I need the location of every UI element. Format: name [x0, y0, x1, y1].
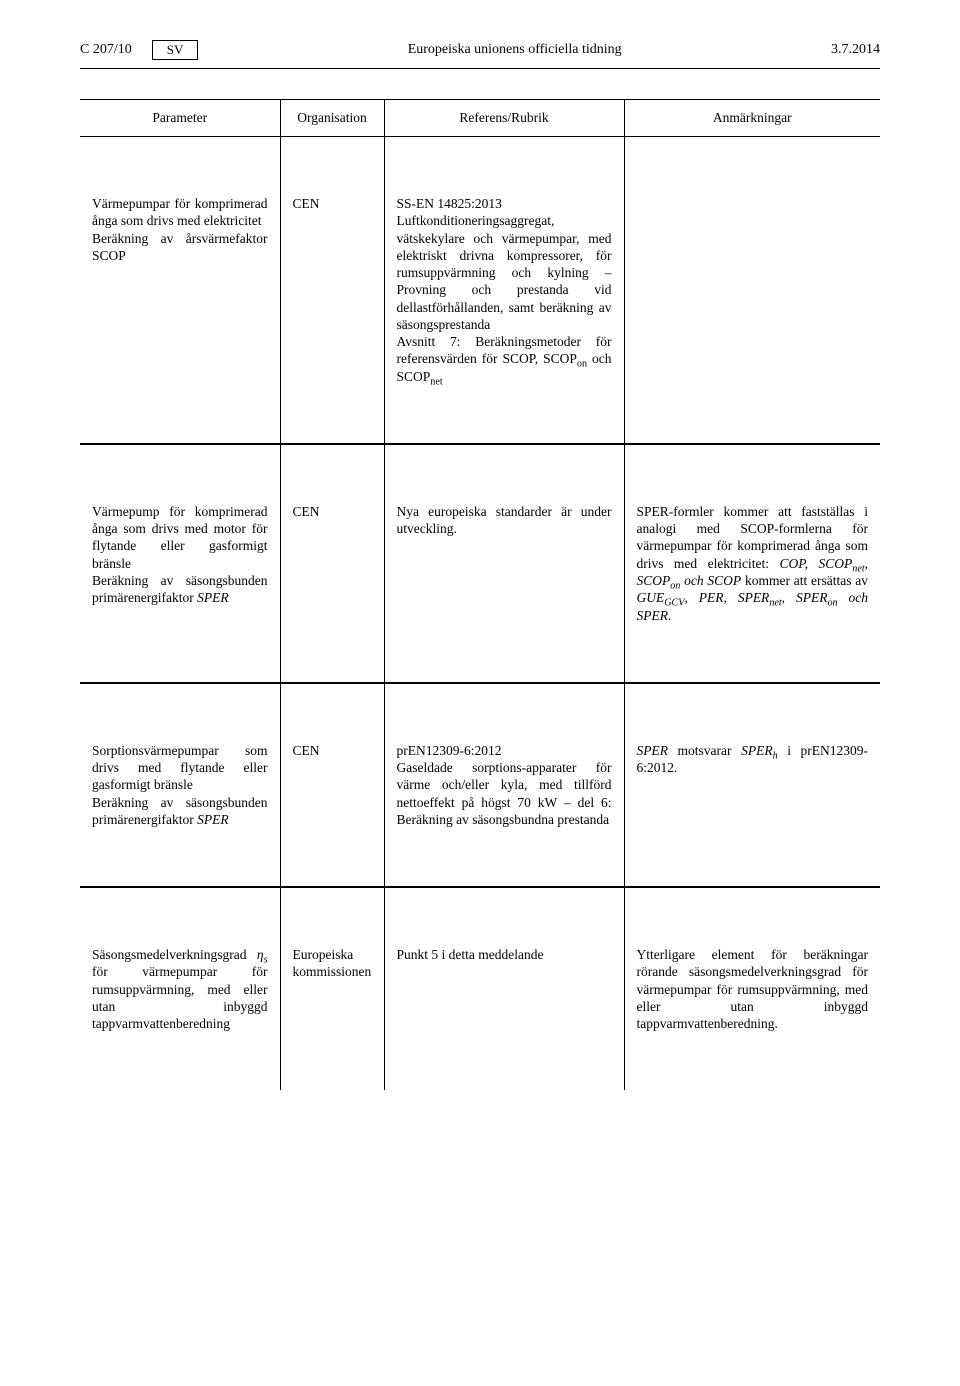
ref-body: Luftkonditioneringsaggregat, vätskekylar…: [397, 213, 612, 332]
notes-end: .: [668, 608, 671, 623]
col-header-organisation: Organisation: [280, 100, 384, 137]
cell-reference: Punkt 5 i detta meddelande: [384, 932, 624, 1046]
param-text: Värmepumpar för komprimerad ånga som dri…: [92, 196, 268, 263]
running-header: C 207/10 SV Europeiska unionens officiel…: [80, 40, 880, 60]
table-row: Värmepumpar för komprimerad ånga som dri…: [80, 181, 880, 399]
param-top: Sorptionsvärmepumpar som drivs med flyta…: [92, 743, 268, 793]
page: C 207/10 SV Europeiska unionens officiel…: [0, 0, 960, 1130]
col-header-notes: Anmärkningar: [624, 100, 880, 137]
cell-organisation: Europeiska kommissionen: [280, 932, 384, 1046]
row-spacer: [80, 137, 880, 182]
row-spacer: [80, 888, 880, 933]
ref-sub: on: [577, 359, 587, 370]
cell-organisation: CEN: [280, 489, 384, 638]
header-left: C 207/10 SV: [80, 40, 198, 60]
row-spacer: [80, 444, 880, 489]
table-row: Säsongsmedelverkningsgrad ηs för värmepu…: [80, 932, 880, 1046]
col-header-reference: Referens/Rubrik: [384, 100, 624, 137]
ref-body: Gaseldade sorptions-apparater för värme …: [397, 760, 612, 827]
param-bot: Beräkning av säsongsbunden primärenergif…: [92, 795, 268, 827]
table-row: Sorptionsvärmepumpar som drivs med flyta…: [80, 728, 880, 842]
cell-notes: SPER motsvarar SPERh i prEN12309-6:2012.: [624, 728, 880, 842]
notes-txt: motsvarar: [668, 743, 741, 758]
ref-title: SS-EN 14825:2013: [397, 196, 502, 211]
cell-notes: SPER-formler kommer att fastställas i an…: [624, 489, 880, 638]
language-badge: SV: [152, 40, 199, 60]
notes-mid: kommer att ersättas av: [741, 573, 868, 588]
cell-parameter: Sorptionsvärmepumpar som drivs med flyta…: [80, 728, 280, 842]
cell-reference: prEN12309-6:2012 Gaseldade sorptions-app…: [384, 728, 624, 842]
cell-parameter: Värmepump för komprimerad ånga som drivs…: [80, 489, 280, 638]
row-spacer: [80, 638, 880, 683]
row-spacer: [80, 399, 880, 444]
cell-reference: Nya europeiska standarder är under utvec…: [384, 489, 624, 638]
row-spacer: [80, 683, 880, 728]
col-header-parameter: Parameter: [80, 100, 280, 137]
journal-title: Europeiska unionens officiella tidning: [198, 42, 831, 58]
notes-it: SPERh: [741, 743, 778, 758]
table-header-row: Parameter Organisation Referens/Rubrik A…: [80, 100, 880, 137]
ref-sub: net: [430, 376, 442, 387]
header-rule: [80, 68, 880, 69]
standards-table: Parameter Organisation Referens/Rubrik A…: [80, 99, 880, 1090]
row-spacer: [80, 842, 880, 887]
page-reference: C 207/10: [80, 42, 132, 58]
cell-notes: Ytterligare element för beräkningar röra…: [624, 932, 880, 1046]
cell-parameter: Värmepumpar för komprimerad ånga som dri…: [80, 181, 280, 399]
ref-title: prEN12309-6:2012: [397, 743, 502, 758]
cell-organisation: CEN: [280, 181, 384, 399]
param-it: ηs: [257, 947, 268, 962]
cell-parameter: Säsongsmedelverkningsgrad ηs för värmepu…: [80, 932, 280, 1046]
param-post: för värmepumpar för rumsuppvärmning, med…: [92, 964, 268, 1031]
param-pre: Säsongsmedelverkningsgrad: [92, 947, 257, 962]
table-row: Värmepump för komprimerad ånga som drivs…: [80, 489, 880, 638]
cell-organisation: CEN: [280, 728, 384, 842]
notes-it: SPER: [637, 743, 669, 758]
param-bot: Beräkning av säsongsbunden primärenergif…: [92, 573, 268, 605]
publication-date: 3.7.2014: [831, 42, 880, 58]
cell-reference: SS-EN 14825:2013 Luftkonditioneringsaggr…: [384, 181, 624, 399]
param-top: Värmepump för komprimerad ånga som drivs…: [92, 504, 268, 571]
param-it: SPER: [197, 590, 229, 605]
param-it: SPER: [197, 812, 229, 827]
row-spacer: [80, 1046, 880, 1090]
cell-notes: [624, 181, 880, 399]
